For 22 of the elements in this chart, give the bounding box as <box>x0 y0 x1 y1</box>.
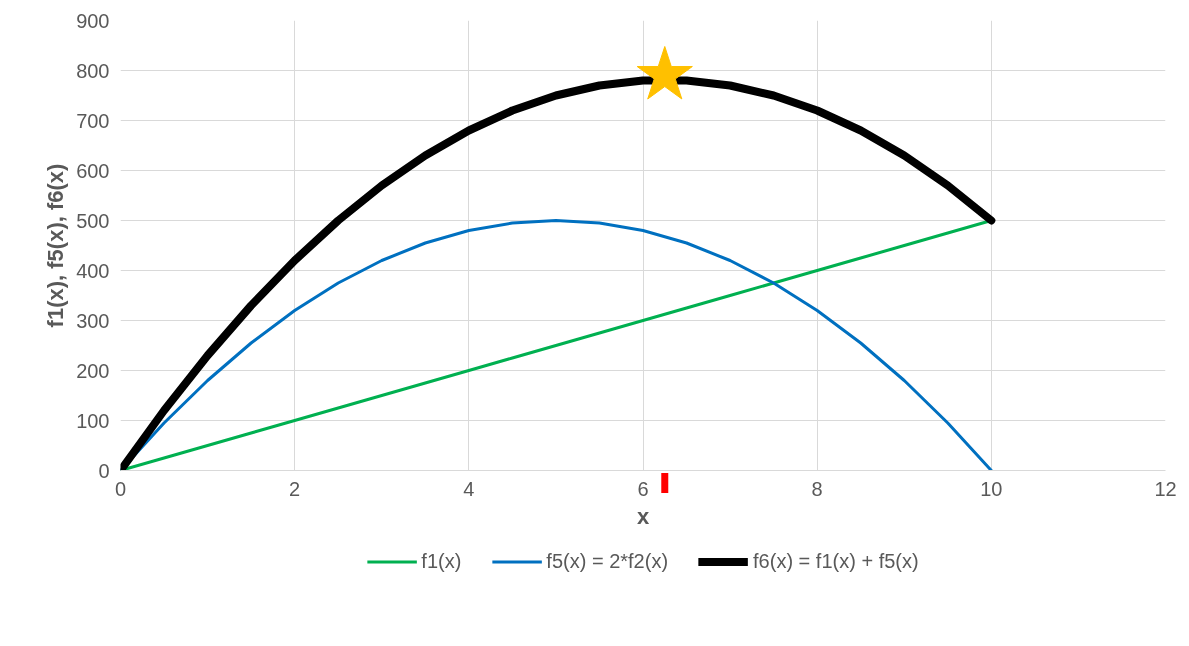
y-tick-label: 500 <box>76 209 110 232</box>
y-tick-label: 800 <box>76 59 110 82</box>
x-tick-label: 0 <box>114 477 127 500</box>
x-tick-label: 8 <box>811 477 823 500</box>
x-tick-label: 10 <box>980 477 1003 500</box>
y-tick-label: 900 <box>76 9 110 32</box>
x-axis-title: x <box>636 503 650 529</box>
y-tick-label: 400 <box>76 259 110 282</box>
x-tick-label: 12 <box>1154 477 1177 500</box>
y-tick-label: 200 <box>76 359 110 382</box>
legend-label: f1(x) <box>421 549 462 573</box>
y-tick-label: 700 <box>76 109 110 132</box>
x-tick-label: 6 <box>637 477 649 500</box>
y-tick-label: 300 <box>76 309 110 332</box>
x-tick-label: 2 <box>289 477 301 500</box>
x-tick-label: 4 <box>463 477 475 500</box>
legend-label: f5(x) = 2*f2(x) <box>546 549 669 573</box>
y-axis-title: f1(x), f5(x), f6(x) <box>43 163 69 328</box>
y-tick-label: 100 <box>76 409 110 432</box>
y-tick-label: 600 <box>76 159 110 182</box>
legend-label: f6(x) = f1(x) + f5(x) <box>753 549 919 573</box>
y-tick-label: 0 <box>98 459 110 482</box>
